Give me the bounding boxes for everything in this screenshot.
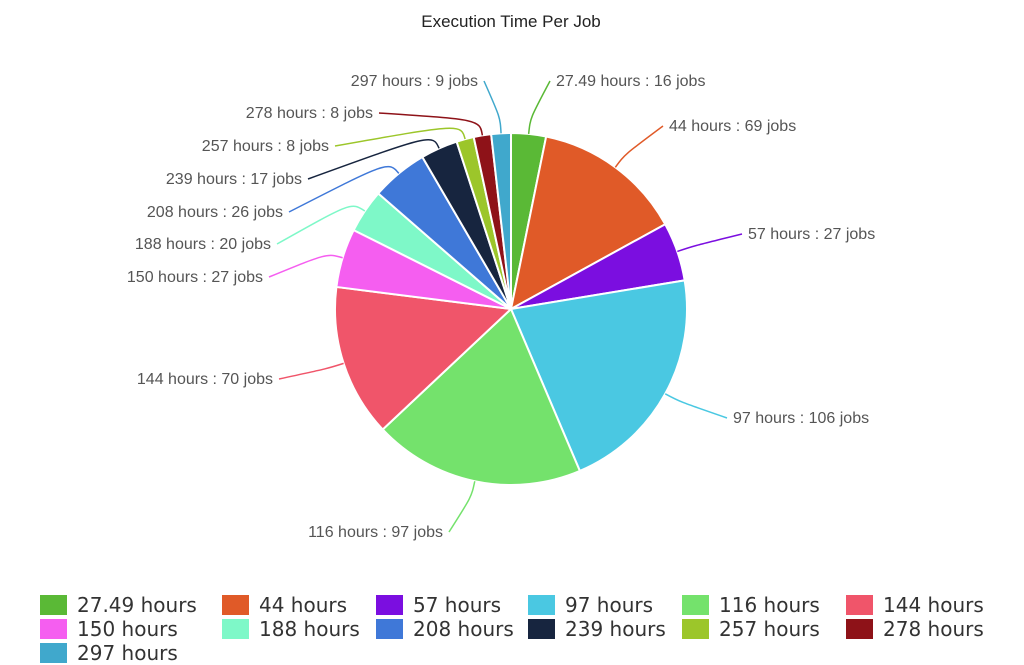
leader-line: [307, 138, 440, 180]
pie-slice[interactable]: [510, 135, 667, 310]
slice-label: 208 hours : 26 jobs: [147, 204, 283, 221]
slice-label: 57 hours : 27 jobs: [748, 226, 875, 243]
label-leader-lines: [268, 80, 743, 533]
leader-line: [614, 125, 664, 168]
legend-label: 278 hours: [883, 617, 984, 641]
legend-swatch: [528, 595, 555, 615]
legend-item[interactable]: 257 hours: [682, 617, 820, 641]
slice-label: 116 hours : 97 jobs: [308, 524, 443, 541]
legend-item[interactable]: 297 hours: [40, 641, 178, 665]
leader-line: [334, 127, 466, 147]
legend-label: 116 hours: [719, 593, 820, 617]
pie-slices: [334, 132, 688, 486]
slice-labels: 27.49 hours : 16 jobs 44 hours : 69 jobs 5…: [127, 73, 875, 541]
legend-swatch: [40, 643, 67, 663]
legend-item[interactable]: 116 hours: [682, 593, 820, 617]
slice-label: 257 hours : 8 jobs: [202, 138, 329, 155]
legend-swatch: [846, 619, 873, 639]
leader-line: [664, 393, 728, 419]
slice-label: 27.49 hours : 16 jobs: [556, 73, 705, 90]
slice-label: 297 hours : 9 jobs: [351, 73, 478, 90]
legend-swatch: [846, 595, 873, 615]
chart-title: Execution Time Per Job: [421, 12, 601, 31]
legend-item[interactable]: 278 hours: [846, 617, 984, 641]
slice-label: 239 hours : 17 jobs: [166, 171, 302, 188]
legend-item[interactable]: 239 hours: [528, 617, 666, 641]
legend-item[interactable]: 208 hours: [376, 617, 514, 641]
legend-label: 57 hours: [413, 593, 501, 617]
legend-item[interactable]: 150 hours: [40, 617, 178, 641]
legend: 27.49 hours 44 hours 57 hours 97 hours 116 h…: [40, 593, 984, 665]
pie-slice[interactable]: [381, 308, 581, 486]
legend-label: 44 hours: [259, 593, 347, 617]
leader-line: [268, 254, 343, 278]
leader-line: [276, 205, 366, 245]
slice-label: 150 hours : 27 jobs: [127, 269, 263, 286]
slice-label: 44 hours : 69 jobs: [669, 118, 796, 135]
slice-label: 144 hours : 70 jobs: [137, 371, 273, 388]
legend-item[interactable]: 27.49 hours: [40, 593, 197, 617]
legend-swatch: [376, 595, 403, 615]
legend-swatch: [376, 619, 403, 639]
legend-item[interactable]: 188 hours: [222, 617, 360, 641]
legend-label: 239 hours: [565, 617, 666, 641]
leader-line: [288, 165, 400, 213]
legend-swatch: [682, 619, 709, 639]
leader-line: [677, 233, 743, 253]
legend-label: 297 hours: [77, 641, 178, 665]
legend-item[interactable]: 97 hours: [528, 593, 653, 617]
leader-line: [483, 80, 502, 134]
legend-label: 257 hours: [719, 617, 820, 641]
pie-slice[interactable]: [334, 285, 512, 431]
leader-line: [527, 80, 551, 134]
legend-label: 150 hours: [77, 617, 178, 641]
legend-label: 144 hours: [883, 593, 984, 617]
legend-swatch: [682, 595, 709, 615]
legend-label: 27.49 hours: [77, 593, 197, 617]
leader-line: [378, 112, 484, 136]
legend-item[interactable]: 57 hours: [376, 593, 501, 617]
leader-line: [448, 481, 476, 533]
legend-label: 208 hours: [413, 617, 514, 641]
legend-label: 188 hours: [259, 617, 360, 641]
legend-swatch: [528, 619, 555, 639]
legend-item[interactable]: 144 hours: [846, 593, 984, 617]
slice-label: 278 hours : 8 jobs: [246, 105, 373, 122]
slice-label: 97 hours : 106 jobs: [733, 410, 869, 427]
legend-item[interactable]: 44 hours: [222, 593, 347, 617]
slice-label: 188 hours : 20 jobs: [135, 236, 271, 253]
legend-label: 97 hours: [565, 593, 653, 617]
leader-line: [278, 362, 344, 380]
legend-swatch: [40, 619, 67, 639]
legend-swatch: [222, 595, 249, 615]
legend-swatch: [40, 595, 67, 615]
legend-swatch: [222, 619, 249, 639]
